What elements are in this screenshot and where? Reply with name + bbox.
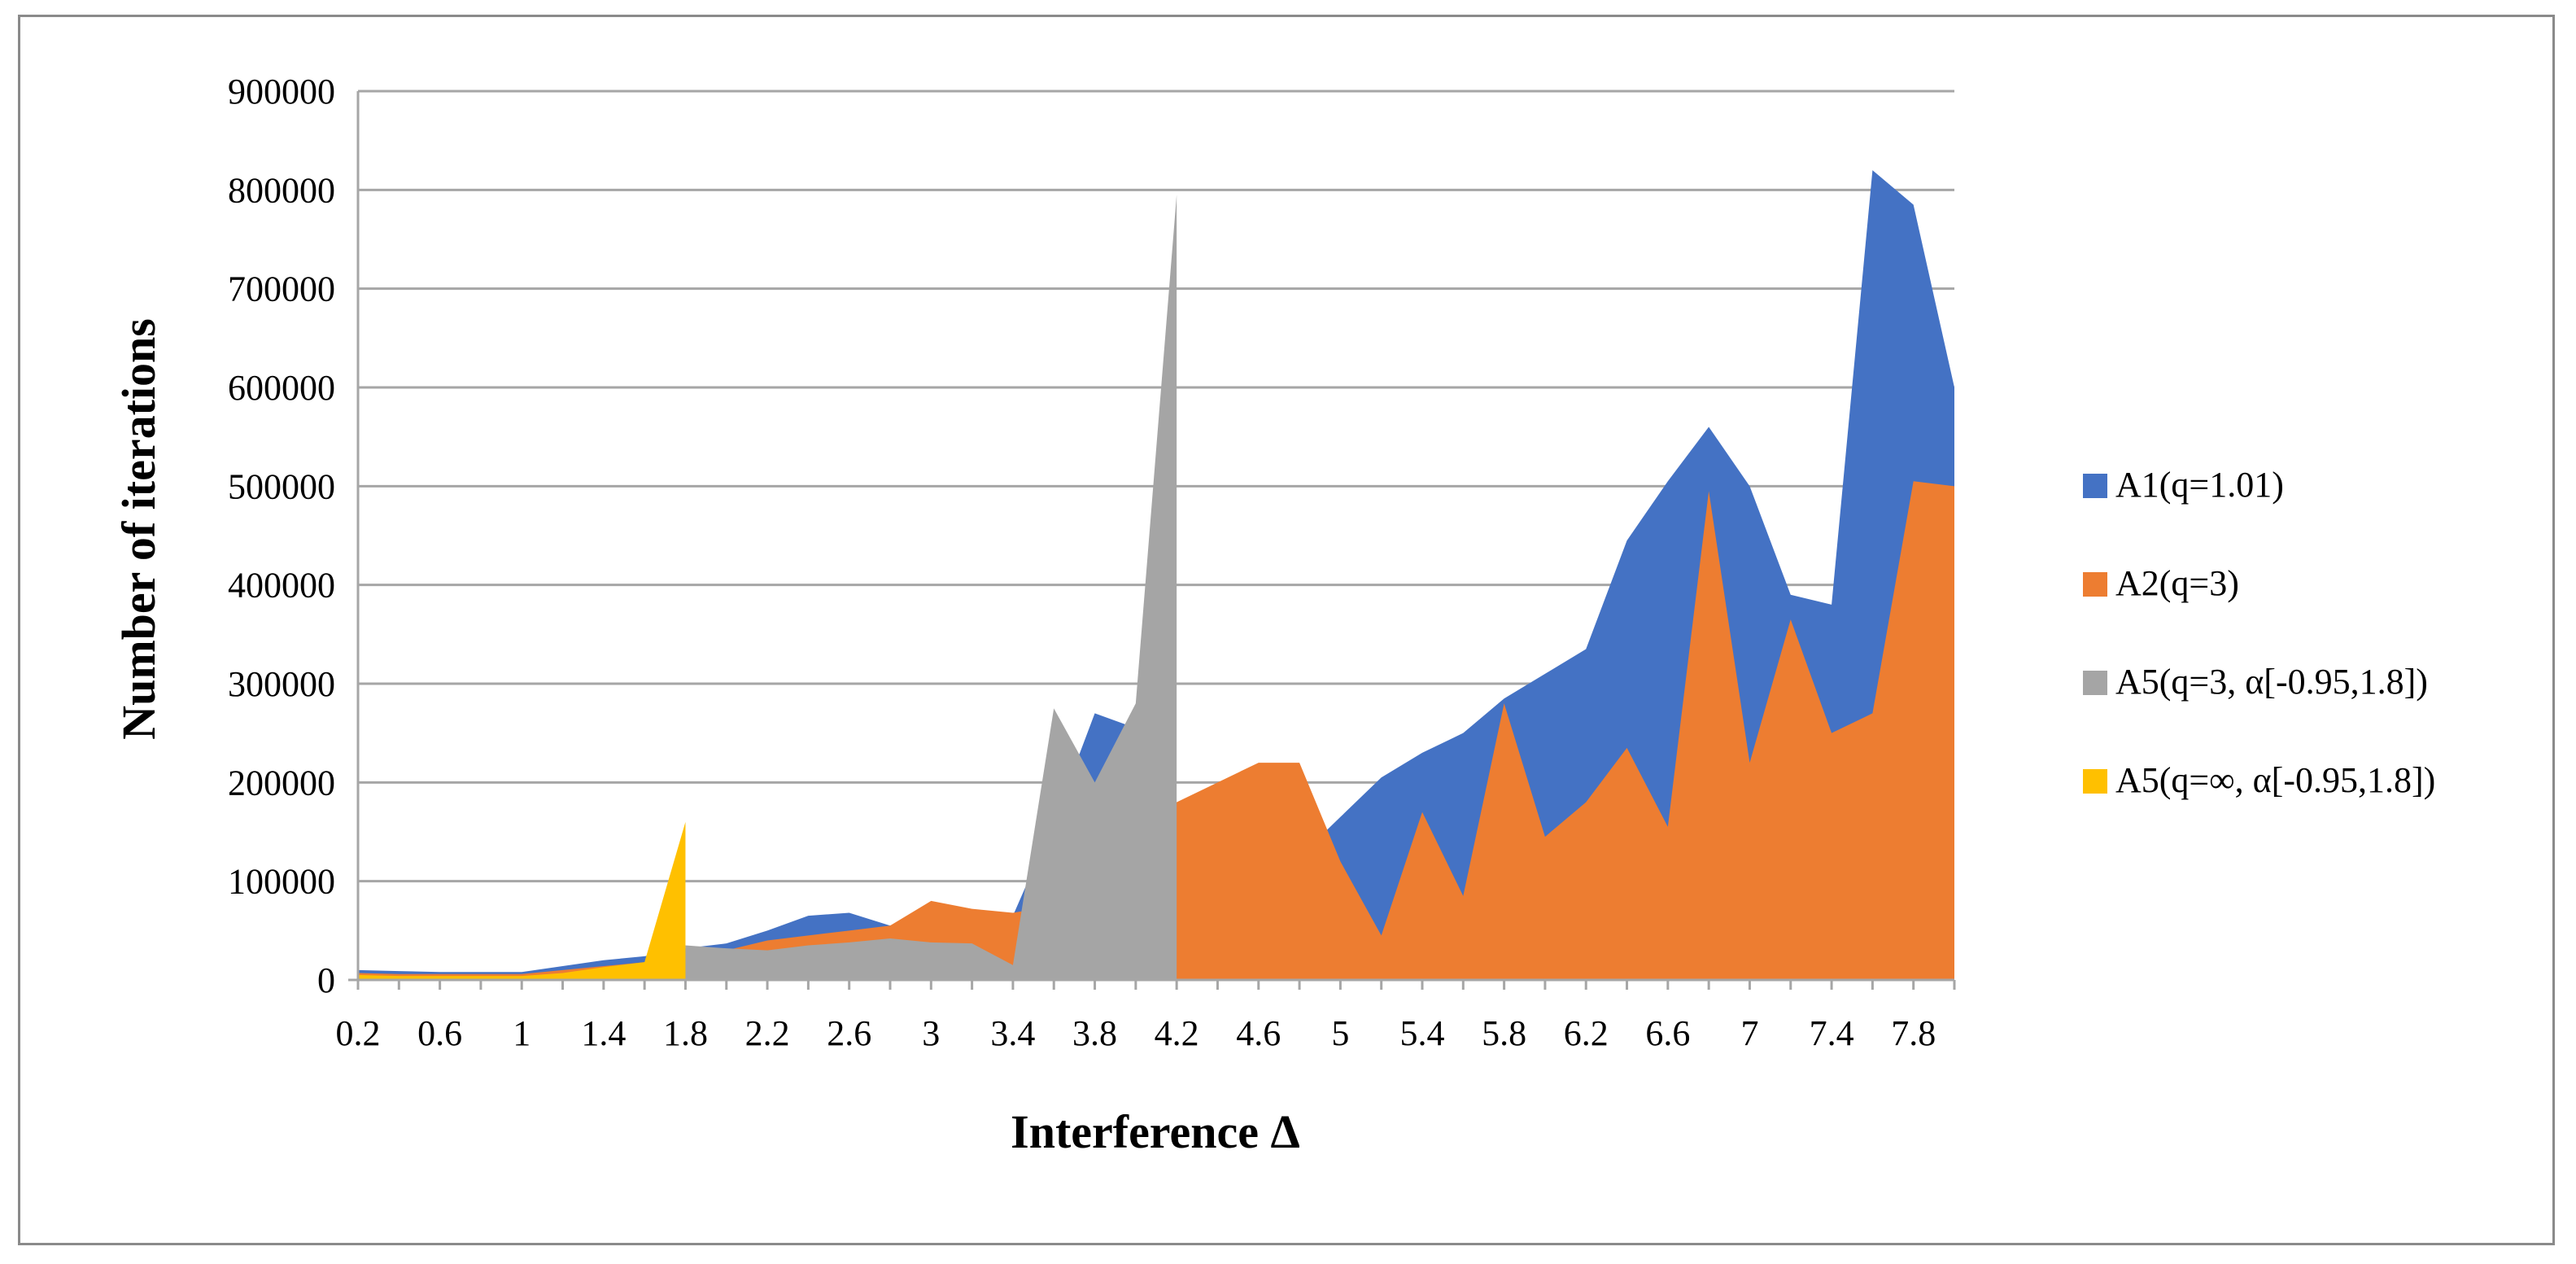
area-series [358,821,686,980]
x-tick-label: 7.8 [1891,1013,1936,1053]
x-tick-label: 0.6 [417,1013,462,1053]
x-tick-label: 3 [922,1013,940,1053]
x-tick-label: 4.2 [1155,1013,1199,1053]
x-tick-label: 3.4 [990,1013,1035,1053]
chart-frame [18,15,2555,1245]
y-tick-label: 700000 [228,269,335,309]
x-tick-label: 4.6 [1236,1013,1281,1053]
legend-label: A1(q=1.01) [2115,465,2284,505]
x-tick-label: 1 [513,1013,530,1053]
x-tick-label: 1.4 [581,1013,626,1053]
x-tick-label: 5 [1331,1013,1349,1053]
x-axis-title: Interference Δ [1011,1105,1300,1158]
area-series [358,481,1954,980]
x-tick-label: 6.2 [1564,1013,1609,1053]
y-axis-title: Number of iterations [112,318,165,740]
area-series [685,195,1177,980]
legend-label: A2(q=3) [2115,563,2239,603]
y-tick-label: 900000 [228,72,335,112]
x-tick-label: 2.2 [745,1013,790,1053]
legend-swatch [2083,671,2107,695]
x-tick-label: 5.4 [1400,1013,1445,1053]
x-tick-label: 3.8 [1072,1013,1117,1053]
y-tick-label: 100000 [228,862,335,902]
legend-swatch [2083,769,2107,794]
x-tick-label: 7.4 [1810,1013,1854,1053]
x-tick-labels: 0.2 0.6 1 1.4 1.8 2.2 2.6 3 3.4 3.8 4.2 4.6 5 5.4 5.8 6… [336,1013,1936,1053]
x-tick-label: 6.6 [1645,1013,1690,1053]
legend-swatch [2083,572,2107,597]
plot-areas [358,170,1954,980]
y-tick-label: 0 [317,960,335,1000]
x-tick-label: 2.6 [827,1013,871,1053]
y-tick-label: 200000 [228,763,335,803]
x-tick-label: 5.8 [1482,1013,1526,1053]
y-tick-label: 600000 [228,368,335,408]
legend-label: A5(q=∞, α[-0.95,1.8]) [2115,760,2435,800]
legend-label: A5(q=3, α[-0.95,1.8]) [2115,662,2428,702]
legend-swatch [2083,474,2107,498]
x-tick-label: 7 [1740,1013,1758,1053]
x-tick-label: 1.8 [663,1013,708,1053]
legend: A1(q=1.01) A2(q=3) A5(q=3, α[-0.95,1.8]) A5… [2083,465,2435,800]
y-tick-label: 800000 [228,170,335,210]
x-tick-label: 0.2 [336,1013,381,1053]
area-series [358,170,1954,980]
y-tick-label: 500000 [228,466,335,506]
y-tick-label: 300000 [228,664,335,704]
y-tick-label: 400000 [228,566,335,606]
y-tick-labels: 0 100000 200000 300000 400000 500000 600000 700… [228,72,335,1000]
axes [348,91,1956,990]
